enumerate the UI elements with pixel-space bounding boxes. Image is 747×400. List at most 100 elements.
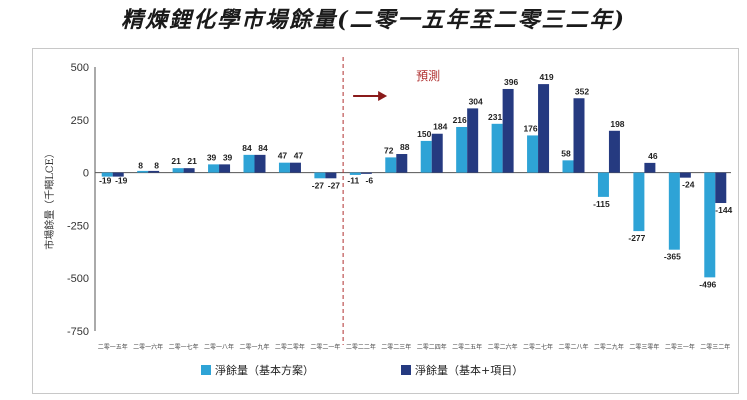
bar xyxy=(573,98,585,173)
bar xyxy=(243,154,255,173)
data-label: 396 xyxy=(504,77,518,87)
bar xyxy=(420,140,432,173)
y-tick-label: -750 xyxy=(67,326,89,338)
bar xyxy=(597,172,609,197)
bar xyxy=(172,168,184,173)
bar xyxy=(502,88,514,173)
legend-swatch xyxy=(401,365,411,375)
x-tick-label: 二零二三年 xyxy=(381,343,411,351)
x-tick-label: 二零一六年 xyxy=(133,343,163,351)
data-label: 304 xyxy=(469,96,483,106)
bar xyxy=(644,162,656,173)
x-tick-label: 二零二五年 xyxy=(452,343,482,351)
bar xyxy=(608,130,620,173)
data-label: 46 xyxy=(648,151,658,161)
x-tick-label: 二零二零年 xyxy=(275,343,305,351)
y-tick-label: 0 xyxy=(83,168,89,180)
forecast-arrow-icon xyxy=(378,91,388,101)
data-label: 47 xyxy=(278,151,288,161)
data-label: -365 xyxy=(664,252,681,262)
bar xyxy=(148,170,160,173)
data-label: 58 xyxy=(561,148,571,158)
x-tick-label: 二零一八年 xyxy=(204,343,234,351)
bar xyxy=(396,154,408,173)
y-tick-label: 500 xyxy=(71,62,89,74)
bar xyxy=(208,164,220,173)
bar xyxy=(527,135,539,173)
y-tick-label: -500 xyxy=(67,273,89,285)
bar xyxy=(254,154,266,173)
data-label: -19 xyxy=(99,176,112,186)
data-label: -24 xyxy=(682,180,695,190)
bar xyxy=(491,123,503,173)
bar xyxy=(219,164,231,173)
data-label: -27 xyxy=(312,180,325,190)
data-label: -496 xyxy=(699,279,716,289)
x-tick-label: 二零二一年 xyxy=(310,343,340,351)
chart-title: 精煉鋰化學市場餘量(二零一五年至二零三二年) xyxy=(121,7,626,33)
data-label: 216 xyxy=(453,115,467,125)
data-label: 39 xyxy=(207,152,217,162)
data-label: 8 xyxy=(154,161,159,171)
bar xyxy=(633,172,645,232)
x-tick-label: 二零三二年 xyxy=(700,343,730,351)
data-label: 198 xyxy=(610,119,624,129)
x-tick-label: 二零二六年 xyxy=(488,343,518,351)
bar xyxy=(314,172,326,179)
data-label: 47 xyxy=(294,151,304,161)
bar xyxy=(183,168,195,173)
bar xyxy=(668,172,680,250)
bar xyxy=(289,162,301,173)
data-label: 84 xyxy=(242,143,252,153)
x-tick-label: 二零二九年 xyxy=(594,343,624,351)
data-label: 8 xyxy=(138,161,143,171)
bar xyxy=(431,133,443,173)
bar xyxy=(325,172,337,179)
x-tick-label: 二零三一年 xyxy=(665,343,695,351)
x-tick-label: 二零二八年 xyxy=(558,343,588,351)
data-label: -11 xyxy=(347,176,359,186)
x-tick-label: 二零一七年 xyxy=(169,343,199,351)
bar xyxy=(456,126,468,173)
bar xyxy=(467,108,479,173)
x-tick-label: 二零一五年 xyxy=(98,343,128,351)
bar xyxy=(137,170,149,173)
legend-swatch xyxy=(201,365,211,375)
y-tick-label: 250 xyxy=(71,115,89,127)
bar xyxy=(679,172,691,178)
x-tick-label: 二零一九年 xyxy=(239,343,269,351)
bar xyxy=(704,172,716,278)
data-label: 150 xyxy=(417,129,431,139)
x-tick-label: 二零三零年 xyxy=(629,343,659,351)
data-label: 231 xyxy=(488,112,502,122)
bar xyxy=(715,172,727,204)
data-label: -277 xyxy=(628,233,645,243)
data-label: -115 xyxy=(593,199,610,209)
x-tick-label: 二零二二年 xyxy=(346,343,376,351)
forecast-label: 預測 xyxy=(416,69,440,83)
legend-label: 淨餘量（基本方案） xyxy=(215,363,314,377)
data-label: -27 xyxy=(328,180,341,190)
legend-label: 淨餘量（基本+項目） xyxy=(415,363,523,377)
data-label: 419 xyxy=(539,72,553,82)
data-label: 88 xyxy=(400,142,410,152)
data-label: 184 xyxy=(433,122,447,132)
y-axis-label: 市場餘量（千噸LCE） xyxy=(43,148,56,250)
data-label: 176 xyxy=(523,123,537,133)
data-label: 21 xyxy=(187,156,197,166)
chart-panel: 500 250 0 -250 -500 -750 市場餘量（千噸LCE） -19 -19 二零一五… xyxy=(32,48,739,394)
data-label: 21 xyxy=(171,156,181,166)
bar xyxy=(112,172,124,177)
x-tick-label: 二零二七年 xyxy=(523,343,553,351)
data-label: -144 xyxy=(715,205,732,215)
bar xyxy=(349,172,361,175)
y-tick-label: -250 xyxy=(67,220,89,232)
bar xyxy=(101,172,113,177)
data-label: 72 xyxy=(384,145,394,155)
data-label: 84 xyxy=(258,143,268,153)
data-label: -6 xyxy=(366,176,374,186)
data-label: -19 xyxy=(115,176,128,186)
bar xyxy=(278,162,290,173)
bar xyxy=(360,172,372,174)
bar xyxy=(562,160,574,173)
